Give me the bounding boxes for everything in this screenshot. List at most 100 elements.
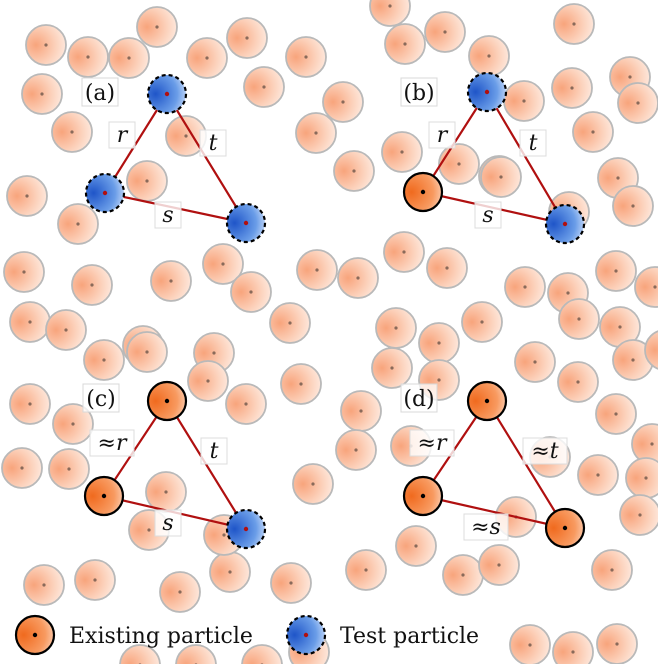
test-particle (225, 202, 267, 244)
background-particle (438, 143, 480, 185)
test-particle (225, 508, 267, 550)
existing-particle (83, 475, 125, 517)
background-particle (270, 562, 312, 604)
background-particle (159, 571, 201, 613)
background-particle (108, 37, 150, 79)
background-particle (552, 631, 594, 664)
background-particle (296, 249, 338, 291)
background-particle (384, 23, 426, 65)
background-particle (625, 457, 658, 499)
background-particle (335, 429, 377, 471)
background-particle (243, 66, 285, 108)
background-particle (3, 251, 45, 293)
side-label-t: ≈t (531, 439, 558, 464)
side-label-s: s (162, 511, 173, 536)
background-particle (426, 247, 468, 289)
side-label-t: t (209, 131, 218, 156)
panel-label: (b) (403, 81, 434, 106)
existing-particle (402, 171, 444, 213)
legend-existing-marker (14, 614, 56, 656)
background-particle (126, 331, 168, 373)
background-particle (595, 393, 637, 435)
background-particle (333, 150, 375, 192)
panel-label: (a) (85, 81, 115, 106)
background-particle (461, 301, 503, 343)
side-label-r: ≈r (98, 431, 128, 456)
background-particle (48, 448, 90, 490)
background-particle (504, 266, 546, 308)
background-particle (295, 112, 337, 154)
background-particle (269, 302, 311, 344)
background-particle (136, 6, 178, 48)
background-particle (644, 330, 658, 370)
background-particle (145, 471, 187, 513)
side-label-s: s (482, 203, 493, 228)
background-particle (202, 243, 244, 285)
panel-label: (d) (403, 387, 434, 412)
panel-d: (d) ≈r ≈t ≈s (400, 380, 586, 549)
background-particle (617, 82, 658, 124)
legend-test-label: Test particle (340, 624, 479, 649)
panel-c: (c) ≈r t s (82, 380, 267, 550)
background-particle (509, 624, 551, 664)
background-particle (557, 361, 599, 403)
background-particle (478, 544, 520, 586)
background-particle (612, 339, 654, 381)
background-particle (340, 390, 382, 432)
background-particle (25, 24, 67, 66)
background-particle (381, 131, 423, 173)
background-particle (9, 383, 51, 425)
background-particle (52, 403, 94, 445)
background-particle (595, 250, 637, 292)
background-particle (514, 341, 556, 383)
background-particle (418, 322, 460, 364)
background-particle (371, 347, 413, 389)
background-particle (51, 111, 93, 153)
side-label-r: r (117, 123, 129, 148)
existing-particle (466, 380, 508, 422)
background-particle (226, 17, 268, 59)
background-particle (442, 554, 484, 596)
background-particle (292, 463, 334, 505)
background-particle (209, 551, 251, 593)
background-particle (1, 447, 43, 489)
background-particle (285, 36, 327, 78)
existing-particle (544, 507, 586, 549)
background-particle (225, 383, 267, 425)
background-particle (619, 494, 658, 536)
background-particle (612, 185, 654, 227)
background-particle (553, 3, 595, 45)
background-particle (503, 80, 545, 122)
background-particle (9, 301, 51, 343)
background-particle (337, 257, 379, 299)
existing-particle (146, 380, 188, 422)
background-particle (6, 175, 48, 217)
background-particle (126, 160, 168, 202)
side-label-r: ≈r (418, 431, 448, 456)
background-particle (383, 231, 425, 273)
panels: (a)r ts(b)r ts(c)≈r ts(d)≈r ≈t≈s (81, 71, 586, 550)
background-particle (369, 0, 411, 27)
panel-b: (b)r t s (400, 71, 586, 245)
legend-existing-label: Existing particle (69, 624, 253, 649)
side-label-s: ≈s (471, 515, 501, 540)
background-particle (345, 549, 387, 591)
side-label-t: t (529, 131, 538, 156)
background-particle (74, 559, 116, 601)
background-particle (23, 564, 65, 606)
background-particle (596, 623, 638, 664)
test-particle (544, 203, 586, 245)
background-particle (57, 203, 99, 245)
panel-a: (a)r t s (81, 73, 267, 244)
background-particle (150, 260, 192, 302)
side-label-s: s (162, 203, 173, 228)
background-particle (551, 67, 593, 109)
background-particle (45, 309, 87, 351)
background-particle (280, 363, 322, 405)
background-particle (424, 11, 466, 53)
background-particle (83, 339, 125, 381)
test-particle (466, 71, 508, 113)
background-particle (67, 36, 109, 78)
background-particle (375, 307, 417, 349)
